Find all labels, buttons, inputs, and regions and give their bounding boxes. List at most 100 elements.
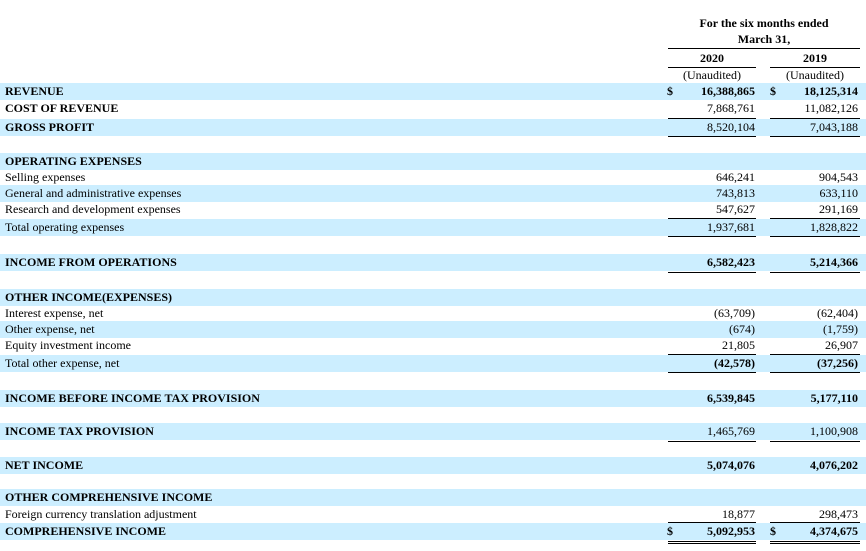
value-2020: (42,578) xyxy=(714,356,755,370)
currency-symbol: $ xyxy=(667,84,673,98)
row-label: Total other expense, net xyxy=(5,356,120,370)
value-2019: 904,543 xyxy=(819,170,858,184)
row-label: INCOME TAX PROVISION xyxy=(5,424,154,438)
value-2020: 1,465,769 xyxy=(707,424,755,438)
year-2019-header: 2019 xyxy=(803,51,827,65)
subtotal-rule xyxy=(668,118,756,119)
value-2020: (63,709) xyxy=(714,306,755,320)
value-2020: 6,582,423 xyxy=(707,255,755,269)
subtotal-rule xyxy=(770,522,860,523)
value-2019: 1,828,822 xyxy=(810,220,858,234)
double-rule xyxy=(770,541,860,542)
value-2019: 1,100,908 xyxy=(810,424,858,438)
currency-symbol: $ xyxy=(667,524,673,538)
section-heading: OTHER COMPREHENSIVE INCOME xyxy=(5,490,213,504)
year-2020-rule xyxy=(668,67,756,68)
value-2020: 8,520,104 xyxy=(707,120,755,134)
row-income-before-tax: INCOME BEFORE INCOME TAX PROVISION 6,539… xyxy=(0,390,866,407)
row-label: INCOME BEFORE INCOME TAX PROVISION xyxy=(5,391,260,405)
row-oci: OTHER COMPREHENSIVE INCOME xyxy=(0,489,866,506)
value-2019: (62,404) xyxy=(817,306,858,320)
unaudited-2019: (Unaudited) xyxy=(786,68,844,82)
row-label: COST OF REVENUE xyxy=(5,101,119,115)
value-2019: 291,169 xyxy=(819,202,858,216)
value-2020: 16,388,865 xyxy=(701,84,755,98)
row-gna: General and administrative expenses 743,… xyxy=(0,185,866,202)
row-total-other: Total other expense, net (42,578) (37,25… xyxy=(0,355,866,372)
total-rule xyxy=(668,236,756,237)
row-revenue: REVENUE $ 16,388,865 $ 18,125,314 xyxy=(0,83,866,100)
row-label: INCOME FROM OPERATIONS xyxy=(5,255,177,269)
value-2019: 4,374,675 xyxy=(810,524,858,538)
value-2020: (674) xyxy=(729,322,755,336)
subtotal-rule xyxy=(770,118,860,119)
row-label: Equity investment income xyxy=(5,338,131,352)
value-2019: 18,125,314 xyxy=(804,84,858,98)
row-label: COMPREHENSIVE INCOME xyxy=(5,524,167,538)
unaudited-2020: (Unaudited) xyxy=(683,68,741,82)
row-label: GROSS PROFIT xyxy=(5,120,95,134)
period-header-line1: For the six months ended xyxy=(699,16,829,30)
row-cost-of-revenue: COST OF REVENUE 7,868,761 11,082,126 xyxy=(0,100,866,117)
row-label: NET INCOME xyxy=(5,458,84,472)
value-2020: 21,805 xyxy=(722,338,755,352)
value-2019: (37,256) xyxy=(817,356,858,370)
double-rule xyxy=(668,541,756,542)
row-total-opex: Total operating expenses 1,937,681 1,828… xyxy=(0,219,866,236)
row-label: Interest expense, net xyxy=(5,306,104,320)
row-gross-profit: GROSS PROFIT 8,520,104 7,043,188 xyxy=(0,119,866,136)
total-rule xyxy=(770,441,860,442)
section-heading: OTHER INCOME(EXPENSES) xyxy=(5,290,173,304)
value-2020: 6,539,845 xyxy=(707,391,755,405)
value-2020: 18,877 xyxy=(722,507,755,521)
value-2019: 298,473 xyxy=(819,507,858,521)
period-header-line2: March 31, xyxy=(737,32,791,46)
value-2020: 7,868,761 xyxy=(707,101,755,115)
value-2019: 26,907 xyxy=(825,338,858,352)
section-heading: OPERATING EXPENSES xyxy=(5,154,142,168)
header-rule xyxy=(668,48,860,49)
value-2019: (1,759) xyxy=(823,322,858,336)
value-2020: 547,627 xyxy=(716,202,755,216)
total-rule xyxy=(668,441,756,442)
subtotal-rule xyxy=(668,354,756,355)
row-label: REVENUE xyxy=(5,84,64,98)
row-fx-adjustment: Foreign currency translation adjustment … xyxy=(0,506,866,523)
row-label: General and administrative expenses xyxy=(5,186,182,200)
value-2020: 743,813 xyxy=(716,186,755,200)
row-label: Total operating expenses xyxy=(5,220,125,234)
subtotal-rule xyxy=(770,218,860,219)
total-rule xyxy=(770,372,860,373)
row-equity-investment: Equity investment income 21,805 26,907 xyxy=(0,337,866,354)
year-2020-header: 2020 xyxy=(700,51,724,65)
value-2020: 1,937,681 xyxy=(707,220,755,234)
value-2020: 5,074,076 xyxy=(707,458,755,472)
total-rule xyxy=(770,136,860,137)
year-2019-rule xyxy=(770,67,860,68)
currency-symbol: $ xyxy=(770,524,776,538)
row-other-income: OTHER INCOME(EXPENSES) xyxy=(0,289,866,306)
row-income-tax: INCOME TAX PROVISION 1,465,769 1,100,908 xyxy=(0,423,866,440)
total-rule xyxy=(668,272,756,273)
total-rule xyxy=(770,236,860,237)
row-label: Selling expenses xyxy=(5,170,86,184)
double-rule xyxy=(770,543,860,544)
currency-symbol: $ xyxy=(770,84,776,98)
row-label: Foreign currency translation adjustment xyxy=(5,507,197,521)
row-label: Other expense, net xyxy=(5,322,95,336)
value-2019: 5,214,366 xyxy=(810,255,858,269)
row-operating-expenses: OPERATING EXPENSES xyxy=(0,153,866,170)
row-income-from-operations: INCOME FROM OPERATIONS 6,582,423 5,214,3… xyxy=(0,254,866,271)
subtotal-rule xyxy=(668,218,756,219)
row-interest-expense: Interest expense, net (63,709) (62,404) xyxy=(0,305,866,322)
double-rule xyxy=(668,543,756,544)
value-2020: 646,241 xyxy=(716,170,755,184)
total-rule xyxy=(668,372,756,373)
subtotal-rule xyxy=(770,354,860,355)
row-other-expense: Other expense, net (674) (1,759) xyxy=(0,321,866,338)
row-rnd: Research and development expenses 547,62… xyxy=(0,201,866,218)
row-comprehensive-income: COMPREHENSIVE INCOME $ 5,092,953 $ 4,374… xyxy=(0,523,866,540)
value-2019: 7,043,188 xyxy=(810,120,858,134)
row-label: Research and development expenses xyxy=(5,202,181,216)
value-2020: 5,092,953 xyxy=(707,524,755,538)
